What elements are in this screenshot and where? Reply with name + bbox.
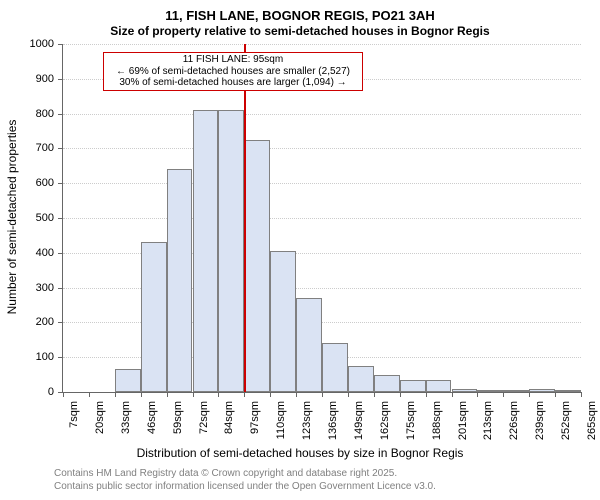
xtick-label: 226sqm xyxy=(508,401,520,461)
xtick-label: 33sqm xyxy=(120,401,132,461)
ytick-mark xyxy=(58,114,63,115)
xtick-label: 265sqm xyxy=(586,401,598,461)
chart-container: 11, FISH LANE, BOGNOR REGIS, PO21 3AH Si… xyxy=(0,0,600,500)
xtick-mark xyxy=(322,392,323,397)
histogram-bar xyxy=(348,366,374,392)
ytick-mark xyxy=(58,183,63,184)
xtick-mark xyxy=(141,392,142,397)
histogram-bar xyxy=(193,110,219,392)
xtick-mark xyxy=(63,392,64,397)
histogram-bar xyxy=(270,251,296,392)
ytick-mark xyxy=(58,148,63,149)
xtick-label: 7sqm xyxy=(68,401,80,461)
xtick-label: 123sqm xyxy=(301,401,313,461)
xtick-mark xyxy=(270,392,271,397)
annotation-box: 11 FISH LANE: 95sqm ← 69% of semi-detach… xyxy=(103,52,363,91)
xtick-label: 97sqm xyxy=(249,401,261,461)
xtick-label: 201sqm xyxy=(457,401,469,461)
xtick-label: 252sqm xyxy=(560,401,572,461)
ytick-label: 600 xyxy=(22,177,54,189)
histogram-bar xyxy=(426,380,452,392)
gridline xyxy=(63,183,581,184)
ytick-label: 100 xyxy=(22,351,54,363)
gridline xyxy=(63,218,581,219)
y-axis-label: Number of semi-detached properties xyxy=(5,97,19,337)
ytick-label: 900 xyxy=(22,73,54,85)
ytick-label: 700 xyxy=(22,142,54,154)
xtick-label: 46sqm xyxy=(146,401,158,461)
histogram-bar xyxy=(115,369,141,392)
xtick-label: 84sqm xyxy=(223,401,235,461)
histogram-bar xyxy=(167,169,193,392)
ytick-mark xyxy=(58,79,63,80)
ytick-label: 1000 xyxy=(22,38,54,50)
ytick-mark xyxy=(58,357,63,358)
footer-line2: Contains public sector information licen… xyxy=(0,481,436,492)
xtick-mark xyxy=(348,392,349,397)
xtick-mark xyxy=(503,392,504,397)
xtick-mark xyxy=(89,392,90,397)
ytick-mark xyxy=(58,218,63,219)
footer-line1: Contains HM Land Registry data © Crown c… xyxy=(0,468,397,479)
xtick-mark xyxy=(218,392,219,397)
ytick-label: 400 xyxy=(22,247,54,259)
xtick-label: 136sqm xyxy=(327,401,339,461)
xtick-mark xyxy=(296,392,297,397)
gridline xyxy=(63,148,581,149)
chart-title-line1: 11, FISH LANE, BOGNOR REGIS, PO21 3AH xyxy=(0,8,600,23)
plot-area: 11 FISH LANE: 95sqm ← 69% of semi-detach… xyxy=(62,44,581,393)
histogram-bar xyxy=(218,110,244,392)
xtick-label: 213sqm xyxy=(482,401,494,461)
xtick-mark xyxy=(167,392,168,397)
xtick-mark xyxy=(115,392,116,397)
ytick-label: 800 xyxy=(22,108,54,120)
xtick-mark xyxy=(244,392,245,397)
histogram-bar xyxy=(244,140,270,392)
xtick-label: 20sqm xyxy=(94,401,106,461)
xtick-mark xyxy=(400,392,401,397)
ytick-label: 300 xyxy=(22,282,54,294)
xtick-label: 110sqm xyxy=(275,401,287,461)
xtick-mark xyxy=(193,392,194,397)
chart-title-line2: Size of property relative to semi-detach… xyxy=(0,24,600,38)
xtick-mark xyxy=(374,392,375,397)
ytick-mark xyxy=(58,322,63,323)
gridline xyxy=(63,114,581,115)
annotation-line2: ← 69% of semi-detached houses are smalle… xyxy=(106,66,360,78)
histogram-bar xyxy=(141,242,167,392)
histogram-bar xyxy=(555,390,581,392)
xtick-label: 149sqm xyxy=(353,401,365,461)
histogram-bar xyxy=(400,380,426,392)
xtick-mark xyxy=(452,392,453,397)
xtick-mark xyxy=(555,392,556,397)
histogram-bar xyxy=(296,298,322,392)
annotation-line1: 11 FISH LANE: 95sqm xyxy=(106,54,360,66)
xtick-mark xyxy=(581,392,582,397)
xtick-mark xyxy=(426,392,427,397)
histogram-bar xyxy=(477,390,503,392)
gridline xyxy=(63,44,581,45)
xtick-mark xyxy=(529,392,530,397)
xtick-label: 188sqm xyxy=(431,401,443,461)
ytick-label: 0 xyxy=(22,386,54,398)
histogram-bar xyxy=(322,343,348,392)
ytick-mark xyxy=(58,44,63,45)
histogram-bar xyxy=(503,390,529,392)
xtick-label: 59sqm xyxy=(172,401,184,461)
histogram-bar xyxy=(529,389,555,392)
xtick-label: 175sqm xyxy=(405,401,417,461)
xtick-mark xyxy=(477,392,478,397)
xtick-label: 162sqm xyxy=(379,401,391,461)
histogram-bar xyxy=(374,375,400,392)
xtick-label: 72sqm xyxy=(198,401,210,461)
histogram-bar xyxy=(452,389,478,392)
ytick-label: 500 xyxy=(22,212,54,224)
ytick-mark xyxy=(58,288,63,289)
ytick-mark xyxy=(58,253,63,254)
xtick-label: 239sqm xyxy=(534,401,546,461)
marker-line xyxy=(244,44,246,392)
annotation-line3: 30% of semi-detached houses are larger (… xyxy=(106,77,360,89)
ytick-label: 200 xyxy=(22,316,54,328)
